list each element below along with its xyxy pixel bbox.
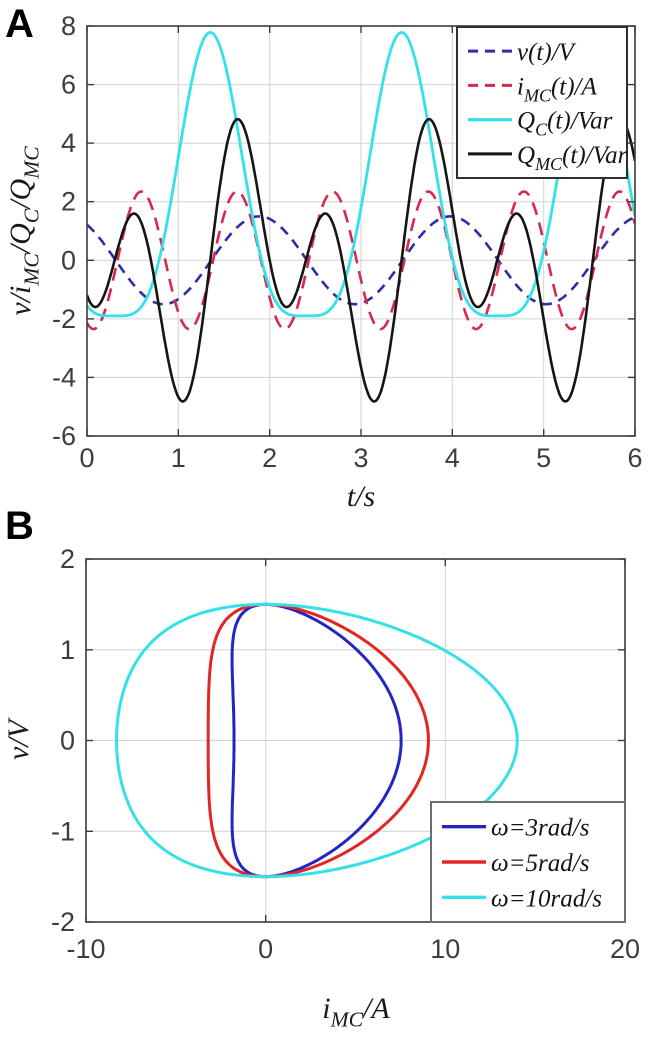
y-tick-label: 1: [60, 635, 75, 665]
y-tick-label: -2: [52, 304, 76, 334]
y-tick-label: 0: [60, 726, 75, 756]
series-v-curve: [87, 215, 635, 306]
y-tick-label: -1: [51, 816, 75, 846]
legend-label: ω=3rad/s: [491, 815, 589, 842]
x-axis-label: iMC/A: [322, 992, 390, 1031]
series-w10-curve: [115, 602, 519, 879]
panel-a: 0 1 2 3 4 5 6 -6 -4 -2 0 2 4 6 8 t/s v/iMC/QC/QMC v(t)/V i…: [4, 11, 643, 513]
x-tick-label: 1: [171, 443, 186, 473]
x-axis-label: t/s: [347, 480, 375, 513]
x-tick-label: 0: [79, 443, 94, 473]
tick-labels: 0 1 2 3 4 5 6 -6 -4 -2 0 2 4 6 8: [52, 11, 643, 473]
legend-entry: iMC(t)/A: [468, 73, 597, 105]
panel-b: -10 0 10 20-2-1012iMC/Av/Vω=3rad/sω=5rad/sω…: [2, 544, 640, 1031]
y-tick-label: -2: [51, 907, 75, 937]
x-tick-label: -10: [66, 934, 105, 964]
x-tick-label: 10: [430, 934, 460, 964]
legend-label: v(t)/V: [517, 39, 577, 66]
series-layer: [87, 31, 635, 403]
y-tick-label: 8: [61, 11, 76, 41]
panel-label-b: B: [5, 504, 34, 548]
tick-marks: [86, 25, 636, 437]
series-w3-curve: [230, 602, 403, 879]
x-tick-label: 4: [445, 443, 460, 473]
panel-label-a: A: [5, 2, 34, 46]
legend-entry: ω=3rad/s: [442, 815, 589, 842]
legend-entry: ω=5rad/s: [442, 850, 589, 877]
legend: ω=3rad/s ω=5rad/s ω=10rad/s: [430, 801, 626, 923]
series-qmc-curve: [87, 117, 635, 403]
x-tick-label: 3: [353, 443, 368, 473]
series-imc-curve: [87, 190, 635, 331]
legend-entry: QC(t)/Var: [468, 108, 613, 140]
legend-label: iMC(t)/A: [517, 73, 597, 105]
x-tick-label: 6: [627, 443, 642, 473]
y-tick-label: 2: [61, 187, 76, 217]
legend-label: QC(t)/Var: [517, 108, 613, 140]
legend-label: QMC(t)/Var: [517, 142, 628, 174]
y-tick-label: -6: [52, 421, 76, 451]
y-tick-label: -4: [52, 362, 76, 392]
legend-entry: ω=10rad/s: [442, 885, 602, 912]
y-tick-label: 2: [60, 544, 75, 574]
y-axis-label: v/V: [2, 716, 35, 760]
legend-label: ω=10rad/s: [491, 885, 602, 912]
y-tick-label: 0: [61, 245, 76, 275]
legend-label: ω=5rad/s: [491, 850, 589, 877]
series-layer: [115, 602, 519, 879]
y-axis-label: v/iMC/QC/QMC: [4, 146, 43, 316]
x-tick-label: 5: [536, 443, 551, 473]
x-tick-label: 0: [258, 934, 273, 964]
series-qc-curve: [87, 31, 635, 318]
x-tick-label: 2: [262, 443, 277, 473]
x-tick-label: 20: [610, 934, 640, 964]
series-w5-curve: [206, 602, 430, 879]
y-tick-label: 6: [61, 70, 76, 100]
legend-entry: v(t)/V: [468, 39, 577, 66]
y-tick-label: 4: [61, 128, 76, 158]
legend-entry: QMC(t)/Var: [468, 142, 628, 174]
